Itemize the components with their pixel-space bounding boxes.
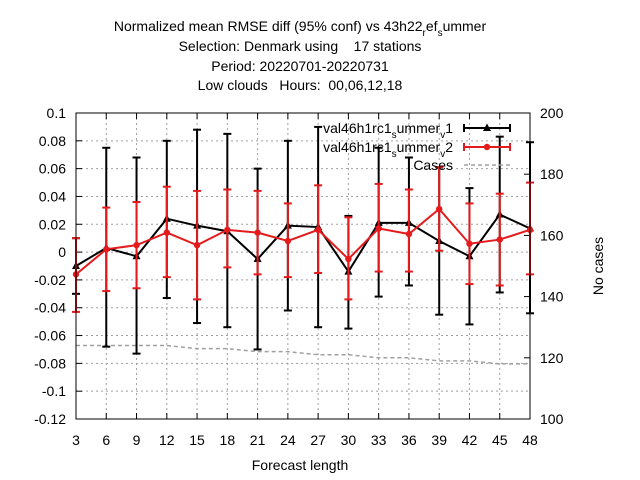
y-tick-label: -0.02 [34,272,66,288]
data-point [375,225,382,232]
series-line [75,213,531,274]
x-tick-label: 33 [371,432,387,448]
data-point [314,226,322,234]
x-tick-label: 36 [401,432,417,448]
grid-layer [76,113,530,419]
title-line-1: Normalized mean RMSE diff (95% conf) vs … [114,18,487,39]
series-2 [72,166,534,313]
series-1 [72,125,534,355]
x-tick-label: 39 [431,432,447,448]
plot-frame [75,112,531,420]
legend: val46h1rc1summerv1 val46h1rc1summerv2 Ca… [323,120,511,173]
legend-label-cases: Cases [413,157,453,173]
y-tick-label: 0.06 [39,161,66,177]
title-line-4: Low clouds Hours: 00,06,12,18 [198,77,403,93]
legend-samples [463,123,511,166]
x-tick-label: 12 [159,432,175,448]
x-tick-label: 24 [280,432,296,448]
title-line-3: Period: 20220701-20220731 [211,58,389,74]
legend-sample-marker [483,123,491,131]
data-point [345,255,352,263]
y2-tick-label: 140 [540,289,564,305]
x-axis-label: Forecast length [252,457,349,473]
data-point [254,229,261,236]
y2-tick-label: 160 [540,227,564,243]
y2-tick-label: 100 [540,411,564,427]
data-point [103,246,110,253]
y2-tick-label: 180 [540,166,564,182]
y-tick-label: 0.1 [47,105,67,121]
data-point [436,205,443,213]
data-point [466,240,473,247]
x-tick-label: 6 [102,432,110,448]
series-layer [72,125,534,365]
y2-axis-label: No cases [590,237,606,295]
y-tick-label: 0 [58,244,66,260]
y-tick-label: -0.08 [34,355,66,371]
data-point [496,236,503,243]
y-tick-label: 0.04 [39,188,66,204]
data-point [163,229,170,236]
y-tick-label: 0.08 [39,133,66,149]
x-tick-label: 42 [462,432,478,448]
y-tick-label: 0.02 [39,216,66,232]
tick-layer: 3 6 9 12 15 18 21 24 27 30 33 36 39 42 45 48-0.12-0.1-0… [34,105,563,448]
y2-tick-label: 120 [540,350,564,366]
title-line-2: Selection: Denmark using 17 stations [179,38,422,54]
x-tick-label: 18 [220,432,236,448]
y-tick-label: -0.12 [34,411,66,427]
chart-title: Normalized mean RMSE diff (95% conf) vs … [114,18,487,93]
series-line [75,207,531,276]
x-tick-label: 48 [522,432,538,448]
y-tick-label: -0.1 [42,383,66,399]
data-point [405,230,413,238]
legend-label-series-1: val46h1rc1summerv1 [323,120,453,141]
y2-tick-label: 200 [540,105,564,121]
data-point [284,237,292,245]
x-tick-label: 30 [341,432,357,448]
x-tick-label: 21 [250,432,266,448]
data-point [224,226,231,234]
y-tick-label: -0.04 [34,300,66,316]
data-point [193,241,201,249]
legend-label-series-2: val46h1rc1summerv2 [323,139,453,160]
x-tick-label: 45 [492,432,508,448]
x-tick-label: 9 [133,432,141,448]
x-tick-label: 3 [72,432,80,448]
x-tick-label: 15 [189,432,205,448]
legend-sample-marker [483,143,491,151]
series-cases-line [76,344,530,365]
data-point [133,241,140,249]
y-tick-label: -0.06 [34,328,66,344]
x-tick-label: 27 [310,432,326,448]
